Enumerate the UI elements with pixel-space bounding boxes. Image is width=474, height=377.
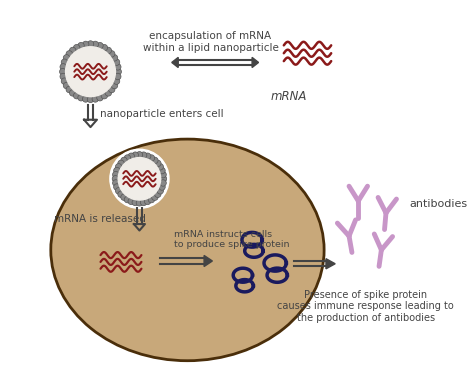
Circle shape xyxy=(114,167,120,174)
Circle shape xyxy=(155,191,161,198)
Circle shape xyxy=(124,196,131,203)
Text: mRNA instructs cells
to produce spike protein: mRNA instructs cells to produce spike pr… xyxy=(173,230,289,250)
Circle shape xyxy=(60,69,66,75)
Text: mRNA: mRNA xyxy=(271,90,307,103)
Circle shape xyxy=(57,38,124,105)
Circle shape xyxy=(110,149,169,208)
Circle shape xyxy=(78,43,84,49)
Circle shape xyxy=(78,95,84,101)
Circle shape xyxy=(148,196,155,203)
Circle shape xyxy=(112,172,119,178)
Circle shape xyxy=(112,180,119,186)
Circle shape xyxy=(73,44,80,51)
Circle shape xyxy=(148,155,155,161)
Polygon shape xyxy=(204,256,212,267)
Circle shape xyxy=(111,55,118,61)
Circle shape xyxy=(152,194,158,201)
Circle shape xyxy=(82,41,89,48)
Circle shape xyxy=(121,157,127,164)
Circle shape xyxy=(63,55,70,61)
Circle shape xyxy=(101,44,108,51)
Circle shape xyxy=(115,164,122,170)
Circle shape xyxy=(145,153,151,159)
Circle shape xyxy=(128,153,135,159)
Circle shape xyxy=(66,86,73,93)
Polygon shape xyxy=(326,259,335,269)
Circle shape xyxy=(152,157,158,164)
Circle shape xyxy=(82,96,89,102)
Circle shape xyxy=(61,59,68,66)
Circle shape xyxy=(109,51,115,57)
Circle shape xyxy=(121,194,127,201)
Circle shape xyxy=(65,47,116,97)
Circle shape xyxy=(112,176,118,182)
Circle shape xyxy=(114,184,120,190)
Circle shape xyxy=(136,152,143,158)
Circle shape xyxy=(160,180,166,186)
Text: encapsulation of mRNA
within a lipid nanoparticle: encapsulation of mRNA within a lipid nan… xyxy=(143,31,279,53)
Text: mRNA is released: mRNA is released xyxy=(54,215,146,224)
Circle shape xyxy=(118,160,124,167)
Circle shape xyxy=(87,96,94,103)
Circle shape xyxy=(160,176,167,182)
Circle shape xyxy=(115,69,121,75)
Circle shape xyxy=(105,90,111,96)
Circle shape xyxy=(70,47,76,54)
Circle shape xyxy=(124,155,131,161)
Circle shape xyxy=(157,188,164,194)
Circle shape xyxy=(109,86,115,93)
Circle shape xyxy=(61,78,68,84)
Circle shape xyxy=(60,64,66,70)
Circle shape xyxy=(113,78,120,84)
Circle shape xyxy=(113,59,120,66)
Circle shape xyxy=(92,41,99,48)
Circle shape xyxy=(159,167,165,174)
Circle shape xyxy=(115,73,121,80)
Circle shape xyxy=(115,188,122,194)
Circle shape xyxy=(73,92,80,99)
Circle shape xyxy=(97,95,103,101)
Circle shape xyxy=(111,82,118,89)
Circle shape xyxy=(136,199,143,206)
Ellipse shape xyxy=(51,139,324,361)
Circle shape xyxy=(140,199,147,206)
Circle shape xyxy=(155,160,161,167)
Polygon shape xyxy=(172,57,178,67)
Circle shape xyxy=(115,64,121,70)
Circle shape xyxy=(66,51,73,57)
Circle shape xyxy=(132,199,138,206)
Circle shape xyxy=(132,152,138,158)
Circle shape xyxy=(70,90,76,96)
Text: Presence of spike protein
causes immune response leading to
the production of an: Presence of spike protein causes immune … xyxy=(277,290,454,323)
Circle shape xyxy=(145,198,151,205)
Circle shape xyxy=(159,184,165,190)
Circle shape xyxy=(160,172,166,178)
Circle shape xyxy=(97,43,103,49)
Circle shape xyxy=(157,164,164,170)
Polygon shape xyxy=(252,57,258,67)
Circle shape xyxy=(60,73,66,80)
Circle shape xyxy=(92,96,99,102)
Circle shape xyxy=(101,92,108,99)
Circle shape xyxy=(87,41,94,47)
Circle shape xyxy=(140,152,147,158)
Circle shape xyxy=(128,198,135,205)
Circle shape xyxy=(118,158,161,200)
Circle shape xyxy=(63,82,70,89)
Text: antibodies: antibodies xyxy=(409,199,467,209)
Circle shape xyxy=(118,191,124,198)
Text: nanoparticle enters cell: nanoparticle enters cell xyxy=(100,109,223,119)
Circle shape xyxy=(105,47,111,54)
